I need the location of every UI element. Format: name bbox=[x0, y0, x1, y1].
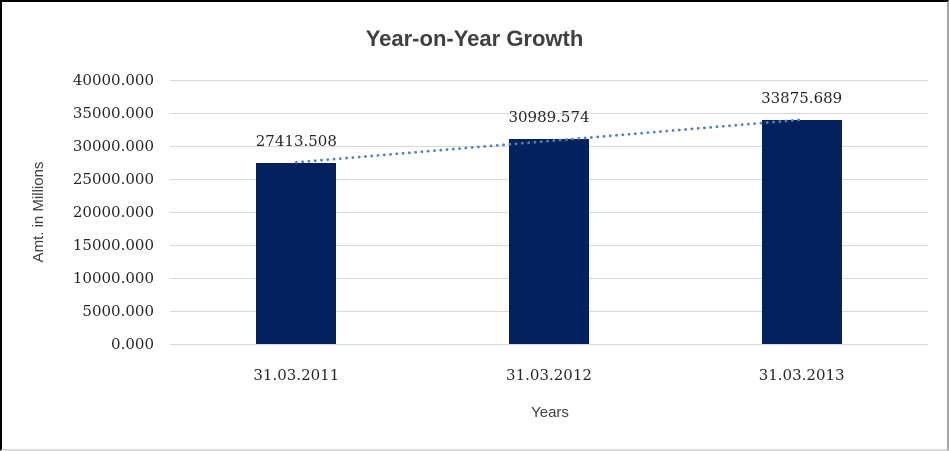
x-tick-label: 31.03.2011 bbox=[253, 366, 340, 384]
bar bbox=[761, 120, 842, 344]
y-tick-label: 25000.000 bbox=[72, 170, 154, 188]
y-tick-label: 5000.000 bbox=[82, 302, 154, 320]
y-tick-label: 10000.000 bbox=[72, 269, 154, 287]
y-tick-label: 15000.000 bbox=[72, 236, 154, 254]
bar bbox=[509, 139, 589, 344]
chart-title: Year-on-Year Growth bbox=[365, 26, 584, 51]
bar-data-label: 30989.574 bbox=[508, 108, 590, 127]
bar-data-label: 27413.508 bbox=[255, 132, 337, 151]
y-tick-label: 40000.000 bbox=[72, 71, 154, 89]
bar bbox=[256, 163, 337, 344]
y-tick-label: 0.000 bbox=[111, 335, 154, 353]
gridline bbox=[170, 112, 928, 114]
x-tick-label: 31.03.2012 bbox=[506, 366, 592, 384]
gridline bbox=[170, 79, 928, 81]
gridline bbox=[170, 343, 928, 345]
y-tick-label: 30000.000 bbox=[72, 137, 154, 155]
y-tick-label: 20000.000 bbox=[72, 203, 154, 221]
y-tick-label: 35000.000 bbox=[72, 104, 154, 122]
bar-data-label: 33875.689 bbox=[761, 89, 843, 108]
x-tick-label: 31.03.2013 bbox=[758, 366, 845, 384]
x-axis-title: Years bbox=[531, 404, 569, 421]
